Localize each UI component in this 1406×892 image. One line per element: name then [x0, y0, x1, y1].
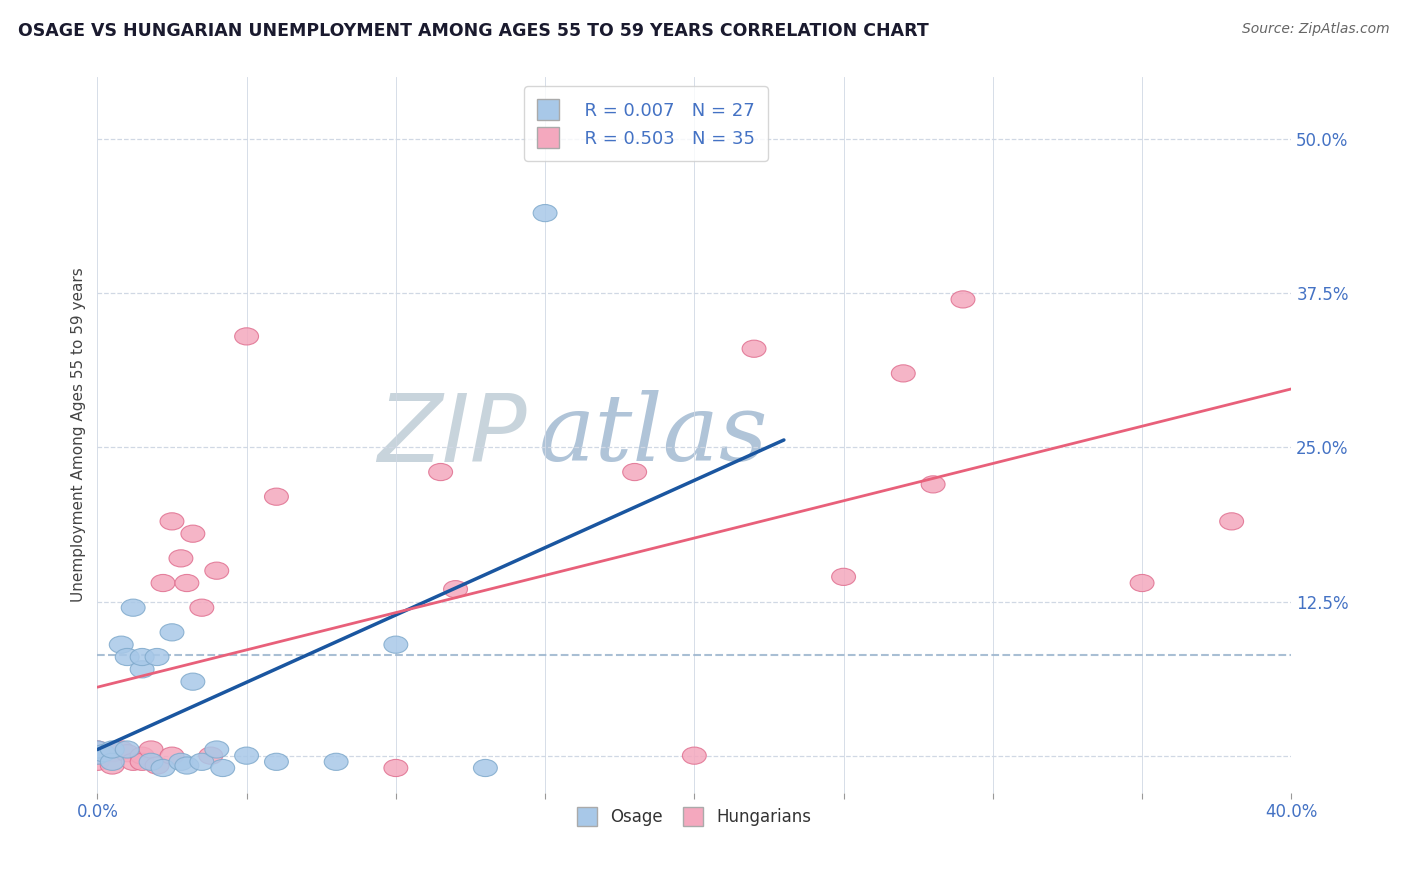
Ellipse shape [100, 753, 124, 771]
Text: ZIP: ZIP [378, 390, 527, 481]
Legend: Osage, Hungarians: Osage, Hungarians [569, 798, 820, 834]
Ellipse shape [264, 753, 288, 771]
Text: OSAGE VS HUNGARIAN UNEMPLOYMENT AMONG AGES 55 TO 59 YEARS CORRELATION CHART: OSAGE VS HUNGARIAN UNEMPLOYMENT AMONG AG… [18, 22, 929, 40]
Ellipse shape [235, 328, 259, 345]
Ellipse shape [131, 661, 155, 678]
Y-axis label: Unemployment Among Ages 55 to 59 years: Unemployment Among Ages 55 to 59 years [72, 268, 86, 602]
Ellipse shape [121, 599, 145, 616]
Ellipse shape [86, 741, 110, 758]
Ellipse shape [139, 741, 163, 758]
Ellipse shape [682, 747, 706, 764]
Ellipse shape [742, 340, 766, 358]
Ellipse shape [139, 753, 163, 771]
Ellipse shape [160, 624, 184, 641]
Ellipse shape [100, 757, 124, 774]
Ellipse shape [100, 745, 124, 762]
Ellipse shape [623, 464, 647, 481]
Ellipse shape [444, 581, 467, 598]
Ellipse shape [325, 753, 349, 771]
Ellipse shape [169, 753, 193, 771]
Ellipse shape [921, 475, 945, 493]
Ellipse shape [86, 741, 110, 758]
Ellipse shape [131, 753, 155, 771]
Ellipse shape [121, 753, 145, 771]
Ellipse shape [235, 747, 259, 764]
Ellipse shape [211, 759, 235, 777]
Ellipse shape [181, 525, 205, 542]
Ellipse shape [86, 753, 110, 771]
Ellipse shape [115, 648, 139, 665]
Ellipse shape [950, 291, 974, 308]
Ellipse shape [100, 741, 124, 758]
Ellipse shape [145, 648, 169, 665]
Ellipse shape [150, 574, 174, 591]
Ellipse shape [198, 747, 222, 764]
Ellipse shape [190, 753, 214, 771]
Ellipse shape [832, 568, 855, 585]
Ellipse shape [429, 464, 453, 481]
Ellipse shape [110, 636, 134, 653]
Ellipse shape [174, 757, 198, 774]
Ellipse shape [384, 636, 408, 653]
Ellipse shape [181, 673, 205, 690]
Ellipse shape [1219, 513, 1243, 530]
Text: atlas: atlas [538, 390, 769, 480]
Ellipse shape [91, 745, 115, 762]
Ellipse shape [115, 741, 139, 758]
Ellipse shape [131, 747, 155, 764]
Ellipse shape [533, 204, 557, 222]
Ellipse shape [891, 365, 915, 382]
Ellipse shape [115, 745, 139, 762]
Ellipse shape [264, 488, 288, 505]
Ellipse shape [110, 741, 134, 758]
Ellipse shape [205, 562, 229, 579]
Ellipse shape [86, 747, 110, 764]
Ellipse shape [150, 759, 174, 777]
Ellipse shape [384, 759, 408, 777]
Ellipse shape [174, 574, 198, 591]
Ellipse shape [145, 757, 169, 774]
Ellipse shape [190, 599, 214, 616]
Ellipse shape [86, 747, 110, 764]
Ellipse shape [160, 747, 184, 764]
Ellipse shape [1130, 574, 1154, 591]
Ellipse shape [169, 549, 193, 567]
Ellipse shape [205, 741, 229, 758]
Ellipse shape [131, 648, 155, 665]
Ellipse shape [474, 759, 498, 777]
Text: Source: ZipAtlas.com: Source: ZipAtlas.com [1241, 22, 1389, 37]
Ellipse shape [160, 513, 184, 530]
